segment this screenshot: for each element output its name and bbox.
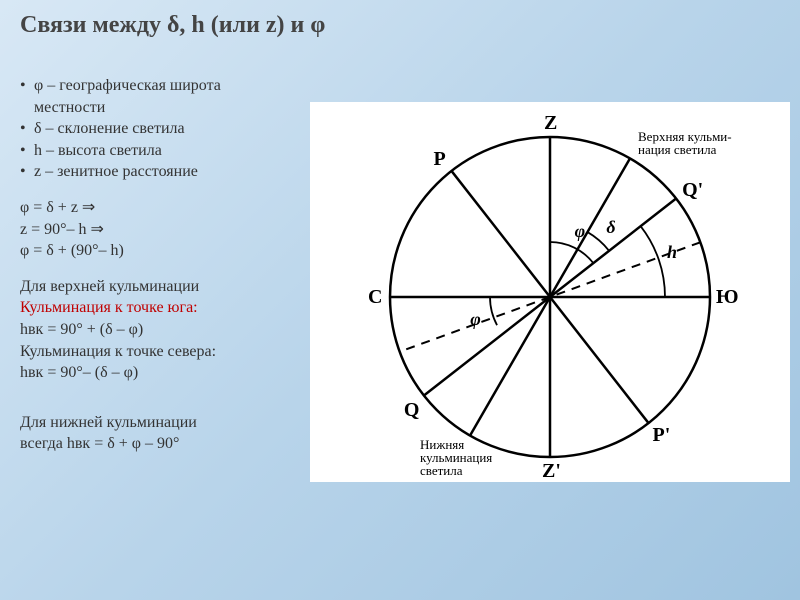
upper-north: Кульминация к точке севера: bbox=[20, 341, 300, 363]
def-z: •z – зенитное расстояние bbox=[20, 161, 300, 183]
def-phi: •φ – географическая широта bbox=[20, 75, 300, 97]
left-column: •φ – географическая широта местности •δ … bbox=[0, 47, 310, 465]
def-h: •h – высота светила bbox=[20, 140, 300, 162]
label-yu: Ю bbox=[716, 287, 739, 307]
page-title: Связи между δ, h (или z) и φ bbox=[0, 0, 800, 47]
lower-title: Для нижней кульминации bbox=[20, 412, 300, 434]
label-qp: Q' bbox=[682, 180, 703, 200]
formula-3: φ = δ + (90°– h) bbox=[20, 240, 300, 262]
label-lower-culm: Нижняя кульминация светила bbox=[420, 438, 492, 477]
lower-formula: всегда hвк = δ + φ – 90° bbox=[20, 433, 300, 455]
def-phi-line2: местности bbox=[20, 97, 300, 119]
def-delta: •δ – склонение светила bbox=[20, 118, 300, 140]
label-phi-dashed: φ bbox=[470, 310, 481, 328]
content: •φ – географическая широта местности •δ … bbox=[0, 47, 800, 465]
label-p: P bbox=[433, 149, 445, 169]
label-h: h bbox=[667, 243, 677, 261]
label-phi-inner: φ bbox=[575, 222, 586, 240]
label-z: Z bbox=[544, 113, 557, 133]
label-delta: δ bbox=[606, 218, 615, 236]
label-c: С bbox=[368, 287, 382, 307]
celestial-diagram: Z P Q' Ю P' Z' Q С Верхняя кульми- нация… bbox=[310, 102, 790, 482]
upper-north-formula: hвк = 90°– (δ – φ) bbox=[20, 362, 300, 384]
formula-2: z = 90°– h ⇒ bbox=[20, 219, 300, 241]
upper-title: Для верхней кульминации bbox=[20, 276, 300, 298]
upper-south-formula: hвк = 90° + (δ – φ) bbox=[20, 319, 300, 341]
label-upper-culm: Верхняя кульми- нация светила bbox=[638, 130, 732, 156]
upper-south: Кульминация к точке юга: bbox=[20, 297, 300, 319]
label-zp: Z' bbox=[542, 461, 561, 481]
label-pp: P' bbox=[653, 425, 671, 445]
label-q: Q bbox=[404, 400, 420, 420]
formula-1: φ = δ + z ⇒ bbox=[20, 197, 300, 219]
